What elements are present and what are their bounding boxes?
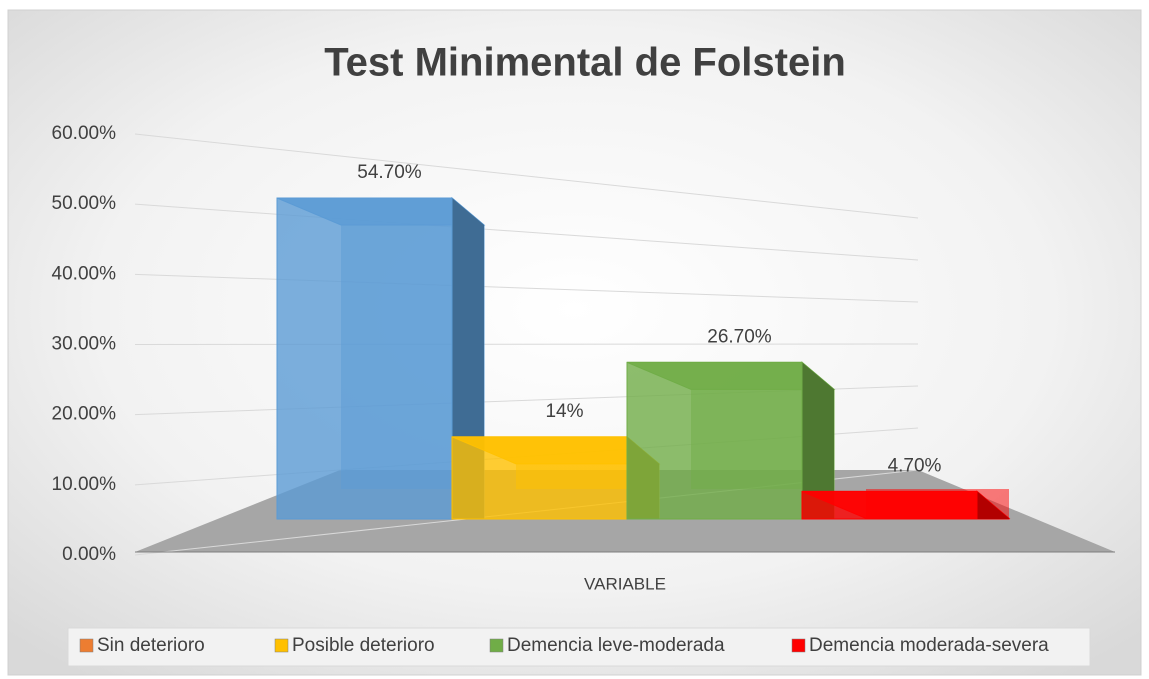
grid-line [134, 133, 919, 219]
data-label: 4.70% [888, 455, 942, 476]
bar-side-shade [977, 491, 1009, 519]
data-label: 26.70% [707, 326, 772, 347]
y-tick-label: 60.00% [52, 123, 117, 144]
y-tick-label: 30.00% [52, 334, 117, 355]
legend-box [67, 627, 1091, 667]
y-tick-label: 20.00% [52, 404, 117, 425]
bar [276, 197, 453, 520]
legend-swatch [79, 638, 94, 653]
bar [626, 361, 803, 520]
y-tick-label: 0.00% [62, 544, 116, 565]
y-tick-label: 50.00% [52, 193, 117, 214]
y-tick-label: 40.00% [52, 263, 117, 284]
grid-line [134, 203, 919, 261]
legend-label: Posible deterioro [292, 635, 435, 656]
legend-swatch [489, 638, 504, 653]
bar-side-shade [802, 362, 834, 519]
grid-line [134, 273, 919, 303]
chart-title: Test Minimental de Folstein [324, 41, 846, 85]
legend-swatch [791, 638, 806, 653]
data-label: 14% [545, 401, 583, 422]
legend-label: Demencia leve-moderada [507, 635, 725, 656]
y-tick-label: 10.00% [52, 474, 117, 495]
legend-swatch [274, 638, 289, 653]
grid-line [134, 343, 919, 345]
bar [801, 490, 978, 520]
data-label: 54.70% [357, 162, 422, 183]
bar [451, 436, 628, 520]
chart-background [7, 9, 1142, 676]
legend-label: Sin deterioro [97, 635, 205, 656]
x-category-label: VARIABLE [584, 574, 666, 593]
legend-label: Demencia moderada-severa [809, 635, 1049, 656]
